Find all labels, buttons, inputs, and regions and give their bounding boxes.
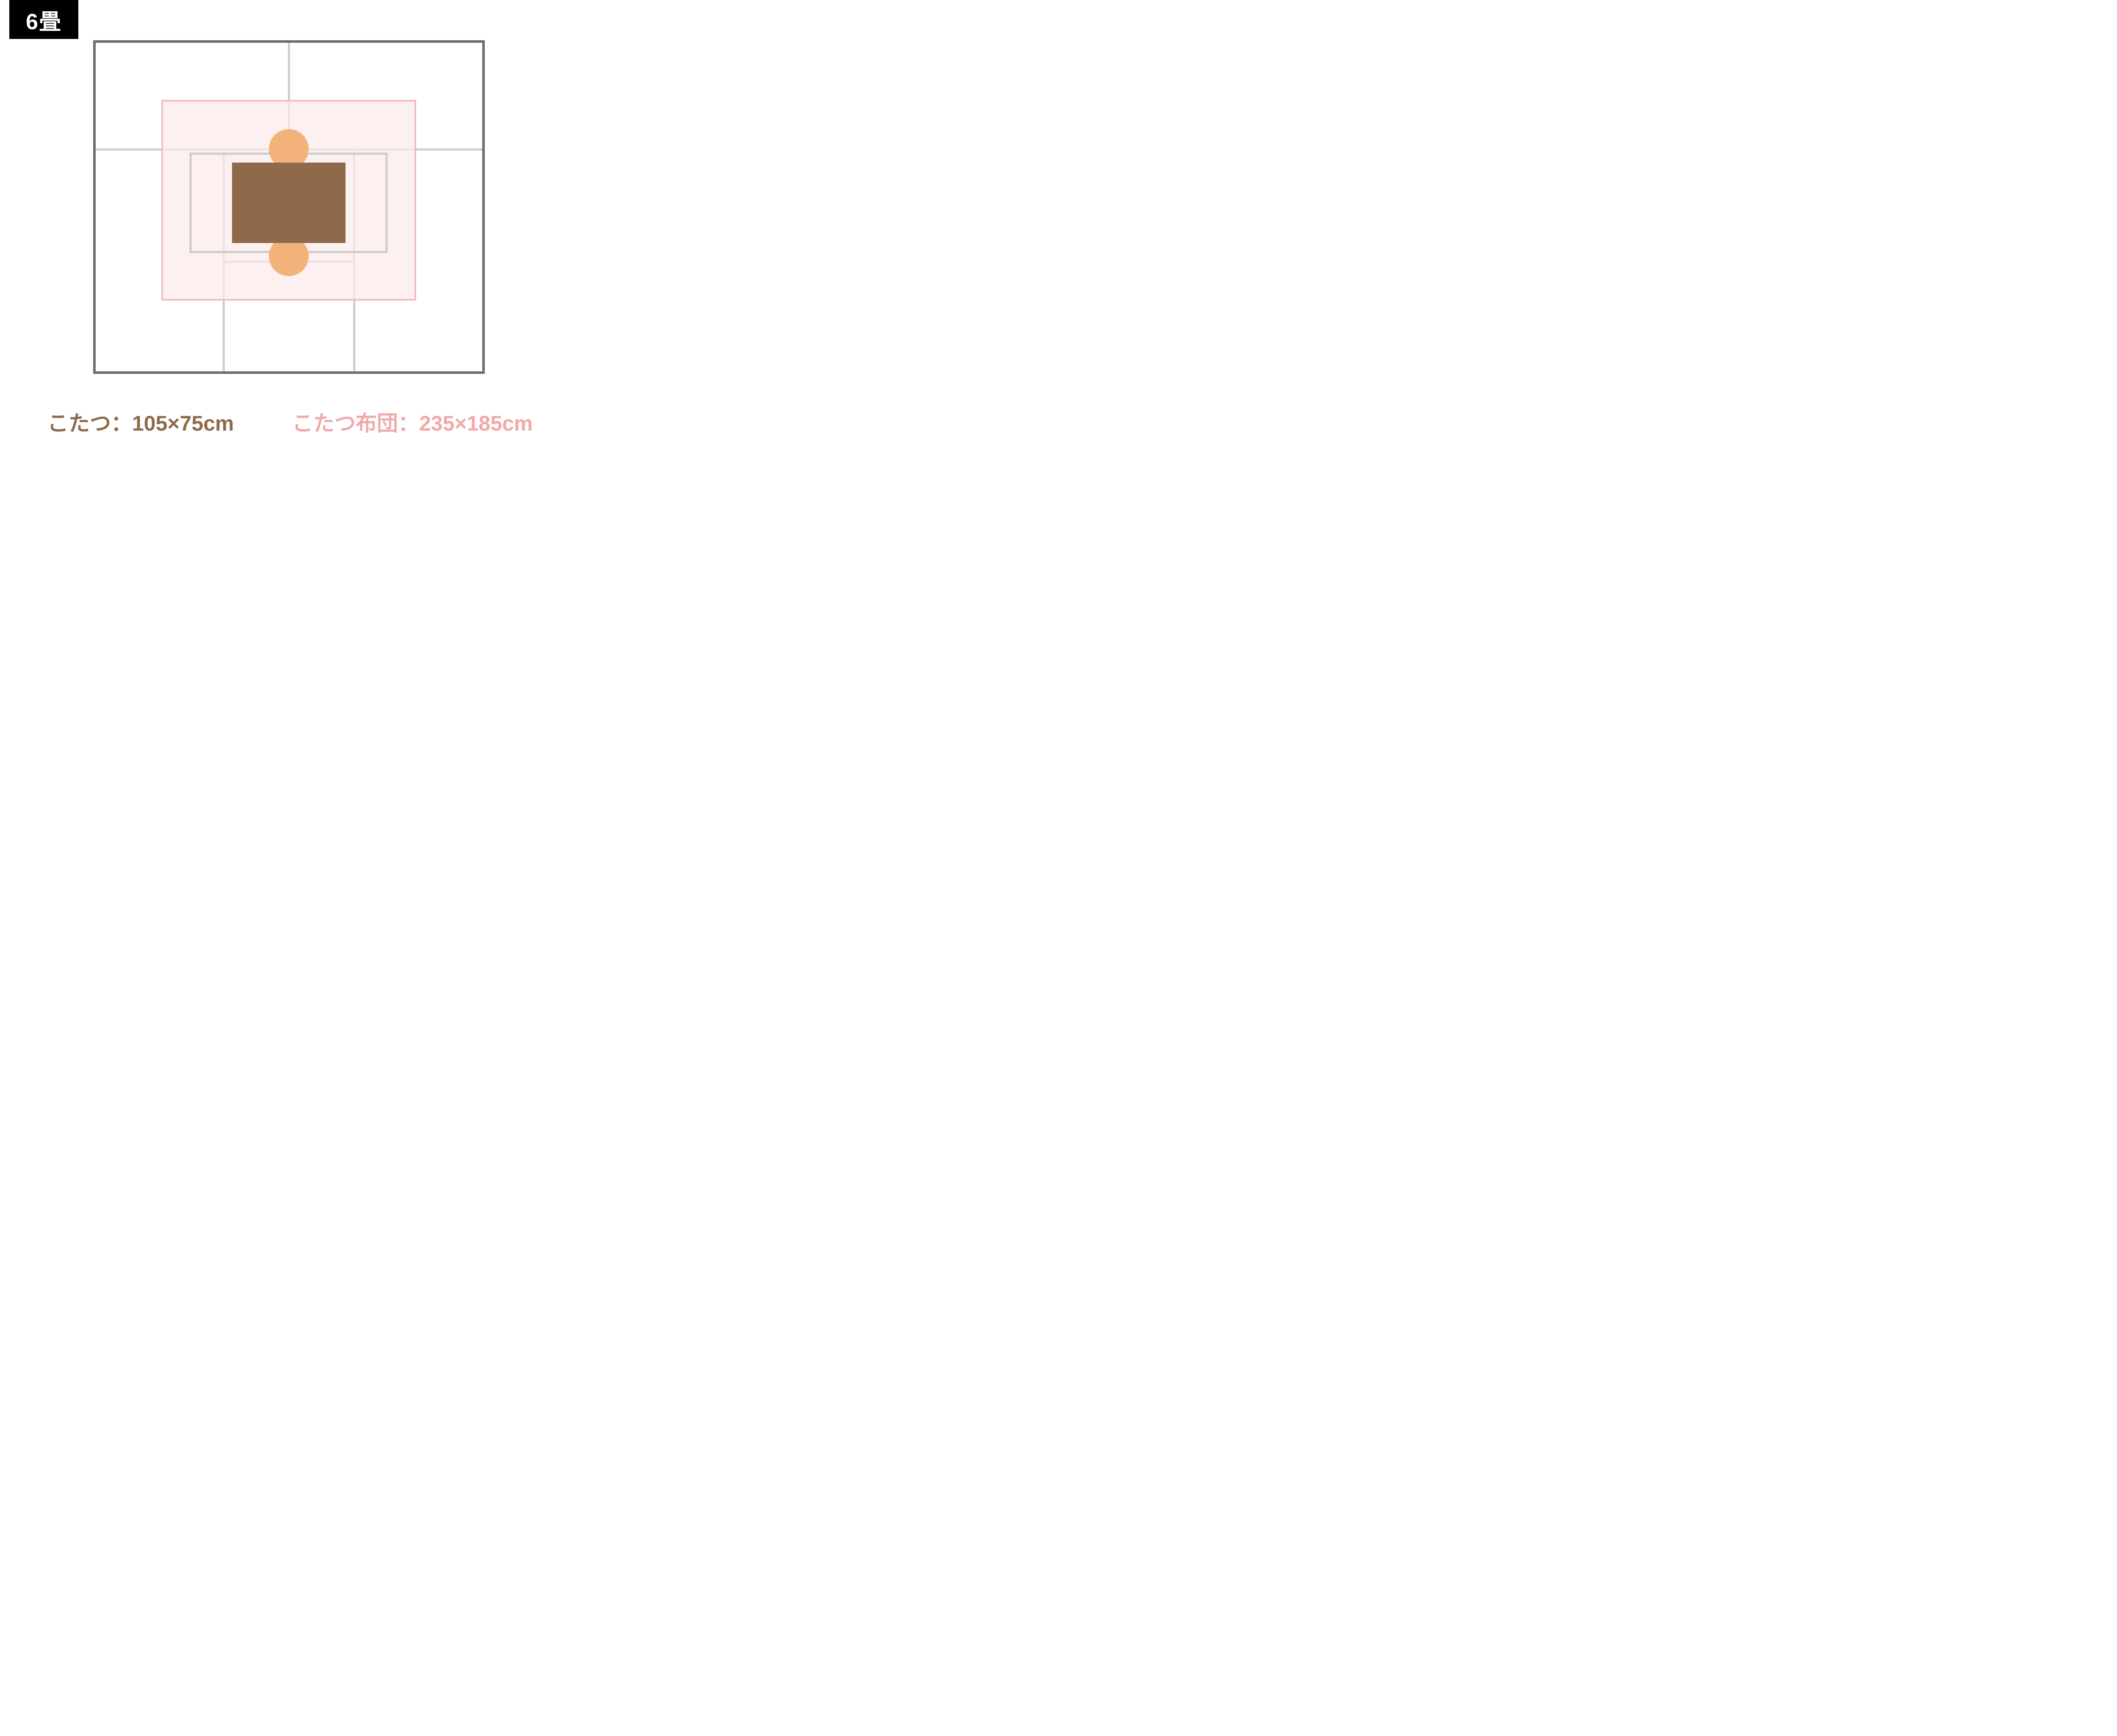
- layout-canvas: 6畳 こたつ：105×75cm こたつ布団：235×185cm: [0, 0, 580, 434]
- kotatsu-caption: こたつ：105×75cm: [47, 406, 234, 437]
- room-size-badge: 6畳: [9, 0, 78, 39]
- futon-caption-text: こたつ布団：235×185cm: [292, 412, 533, 435]
- room-layout-diagram: [93, 40, 485, 388]
- futon-caption: こたつ布団：235×185cm: [292, 406, 533, 437]
- room-size-label: 6畳: [26, 4, 62, 36]
- kotatsu-caption-text: こたつ：105×75cm: [47, 412, 234, 435]
